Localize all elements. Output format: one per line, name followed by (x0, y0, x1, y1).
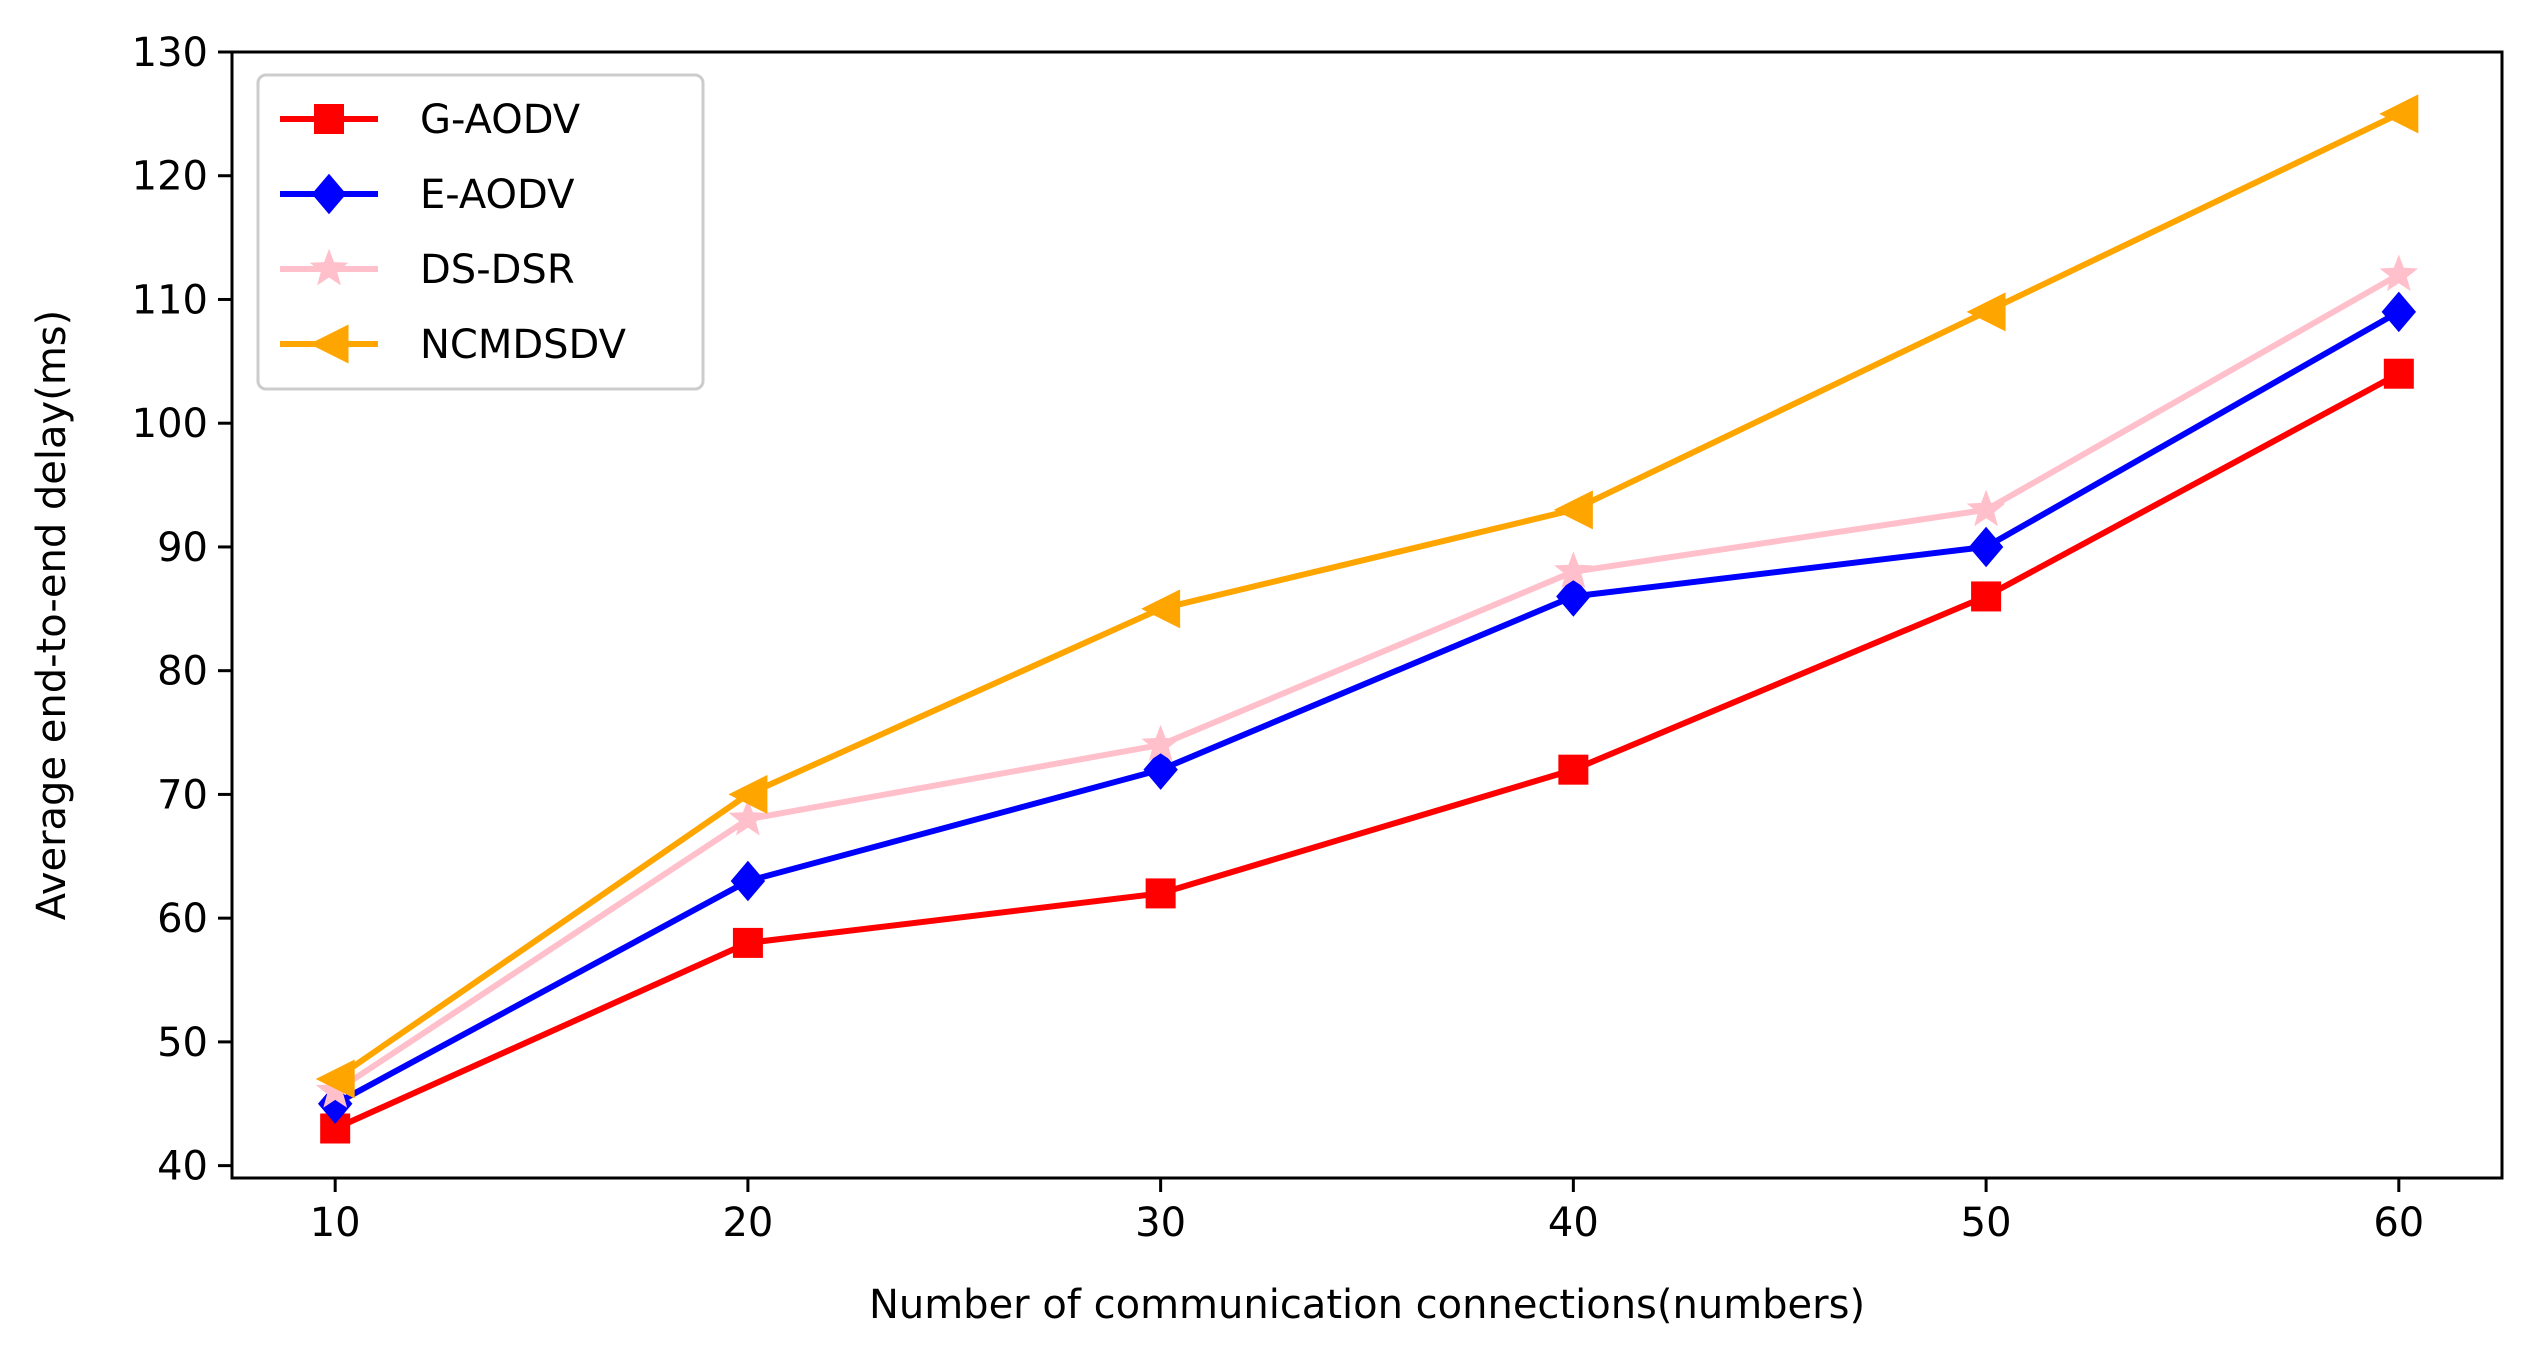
axis-ticks: 10 20 30 40 50 60 40 50 60 70 80 90 100 110 120 130 (132, 30, 2425, 1246)
series-line-g-aodv (333, 371, 2401, 1132)
legend-label-ds-dsr: DS-DSR (420, 247, 575, 293)
data-point-e-aodv (1143, 749, 1178, 790)
x-axis-label: Number of communication connections(numb… (869, 1282, 1865, 1328)
x-tick-label: 40 (1548, 1200, 1599, 1246)
data-point-e-aodv (2381, 291, 2417, 333)
series-lines (333, 111, 2401, 1132)
data-point-e-aodv (730, 860, 766, 902)
data-point-g-aodv (1558, 754, 1589, 785)
legend-label-g-aodv: G-AODV (420, 97, 581, 143)
y-tick-label: 50 (157, 1020, 208, 1066)
data-point-ds-dsr (728, 798, 768, 836)
x-tick-label: 60 (2373, 1200, 2424, 1246)
data-point-ncmdsdv (728, 774, 768, 814)
legend-marker-e-aodv (311, 173, 347, 215)
data-point-ncmdsdv (1141, 589, 1181, 629)
legend-label-e-aodv: E-AODV (420, 172, 575, 218)
data-point-g-aodv (1971, 581, 2002, 612)
data-point-e-aodv (1968, 526, 2004, 568)
legend-box (256, 73, 705, 391)
data-point-ncmdsdv (315, 1059, 355, 1099)
y-tick-label: 100 (132, 401, 208, 447)
y-tick-label: 80 (157, 649, 208, 695)
data-point-ds-dsr (1554, 551, 1593, 589)
series-line-ncmdsdv (333, 111, 2401, 1082)
x-tick-label: 50 (1961, 1200, 2012, 1246)
series-line-ds-dsr (333, 272, 2401, 1094)
plot-frame (230, 50, 2504, 1180)
series-line-e-aodv (333, 309, 2401, 1107)
x-tick-label: 30 (1135, 1200, 1186, 1246)
series-markers (315, 94, 2419, 1144)
x-tick-label: 20 (722, 1200, 773, 1246)
legend: G-AODV E-AODV DS-DSR NCMDSDV (256, 73, 705, 391)
data-point-ncmdsdv (2379, 94, 2419, 134)
data-point-ds-dsr (1966, 489, 2006, 527)
data-point-ncmdsdv (1553, 490, 1593, 530)
y-tick-label: 70 (157, 772, 208, 818)
data-point-e-aodv (1556, 576, 1591, 617)
data-point-ncmdsdv (1966, 292, 2006, 332)
legend-label-ncmdsdv: NCMDSDV (420, 322, 627, 368)
y-tick-label: 60 (157, 896, 208, 942)
y-tick-label: 90 (157, 525, 208, 571)
x-tick-label: 10 (310, 1200, 361, 1246)
y-tick-label: 40 (157, 1144, 208, 1190)
y-tick-label: 120 (132, 154, 208, 200)
y-tick-label: 110 (132, 277, 208, 323)
y-tick-label: 130 (132, 30, 208, 76)
legend-marker-g-aodv (314, 104, 344, 134)
data-point-g-aodv (2383, 358, 2414, 389)
data-point-ds-dsr (2379, 254, 2419, 292)
data-point-g-aodv (732, 927, 763, 958)
data-point-e-aodv (317, 1083, 353, 1125)
legend-marker-ds-dsr (309, 248, 349, 286)
y-axis-label: Average end-to-end delay(ms) (29, 310, 75, 920)
data-point-ds-dsr (1141, 724, 1180, 762)
data-point-ds-dsr (315, 1071, 355, 1108)
data-point-g-aodv (1145, 878, 1176, 909)
legend-marker-ncmdsdv (309, 324, 349, 364)
